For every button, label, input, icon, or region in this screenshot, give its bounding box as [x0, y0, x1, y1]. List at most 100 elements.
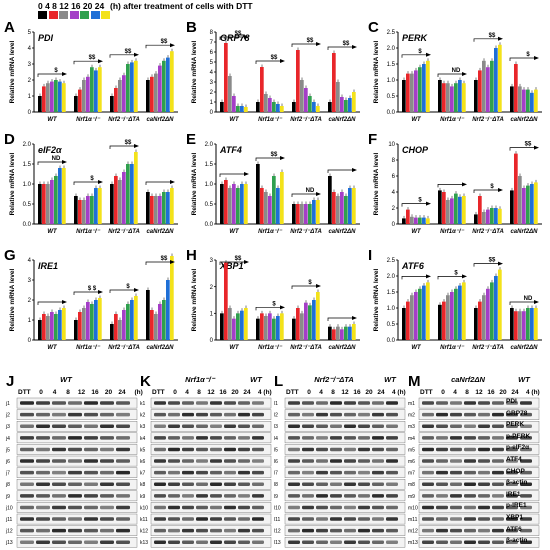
bar-canrf2n-2	[154, 314, 158, 340]
blot-band	[344, 459, 356, 463]
bar-nrf2ta-3	[486, 288, 490, 340]
bar-nrf2ta-0	[474, 308, 478, 340]
row-label: j6	[5, 459, 10, 465]
y-tick-label: 1	[28, 94, 32, 100]
bar-nrf2ta-3	[304, 88, 308, 112]
control-title: WT	[384, 375, 397, 384]
bar-wt-2	[46, 83, 50, 112]
blot-band	[464, 494, 476, 498]
lane-label: 0	[173, 389, 177, 396]
y-tick-label: 1	[210, 312, 214, 318]
bar-nrf1-1	[442, 301, 446, 340]
significance-label: $	[526, 52, 530, 58]
protein-label: ATF4	[506, 456, 522, 463]
category-label: Nrf1α⁻/⁻	[76, 229, 101, 235]
blot-band	[52, 494, 66, 498]
chart-svg-i: I ATF6 Relative mRNA level 0.0 0.5 1.0 1.5 2.0 2…	[368, 247, 542, 351]
lane-label: 4	[453, 389, 457, 396]
row-label: m13	[408, 540, 418, 546]
category-label: Nrf1α⁻/⁻	[440, 117, 465, 123]
y-tick-label: 4	[392, 190, 396, 196]
blot-band	[84, 505, 98, 510]
arrow-head	[280, 59, 285, 63]
blot-band	[116, 528, 130, 533]
bar-nrf1-2	[446, 295, 450, 340]
bar-nrf2ta-6	[498, 269, 502, 340]
blot-band	[450, 436, 462, 440]
blot-band	[330, 401, 342, 405]
blot-band	[386, 540, 398, 544]
blot-band	[506, 505, 518, 510]
blot-band	[84, 459, 98, 463]
blot-band	[154, 436, 166, 440]
legend-swatch-24	[101, 11, 110, 19]
blot-band	[238, 470, 250, 475]
row-label: k1	[140, 401, 146, 407]
row-label: m11	[408, 517, 418, 523]
blot-band	[116, 436, 130, 440]
blot-band	[302, 447, 314, 452]
row-label: k10	[140, 505, 148, 511]
blot-band	[372, 540, 384, 544]
y-tick-label: 1.0	[387, 306, 396, 312]
blot-band	[302, 505, 314, 510]
bar-nrf1-4	[272, 176, 276, 224]
blot-band	[36, 505, 50, 510]
panel-letter: C	[368, 19, 379, 36]
row-label: m12	[408, 529, 418, 535]
blot-band	[450, 424, 462, 428]
blot-band	[492, 412, 504, 417]
blot-band	[100, 447, 114, 452]
y-tick-label: 8	[392, 158, 396, 164]
lane-label: 4	[53, 389, 57, 396]
blot-band	[224, 517, 236, 521]
bar-nrf1-6	[98, 188, 102, 224]
blot-band	[506, 436, 518, 440]
y-axis-label: Relative mRNA level	[9, 40, 16, 103]
time-unit: (h)	[135, 389, 143, 396]
bar-nrf1-3	[450, 198, 454, 224]
lane-label: 12	[207, 389, 215, 396]
blot-band	[68, 494, 82, 498]
significance-bracket	[37, 73, 64, 77]
blot-band	[224, 505, 236, 510]
blot-band	[330, 447, 342, 452]
bar-nrf1-2	[446, 83, 450, 112]
blot-band	[506, 470, 518, 475]
blot-band	[450, 540, 462, 544]
blot-band	[316, 482, 328, 486]
bar-canrf2n-1	[514, 311, 518, 340]
blot-band	[252, 470, 264, 475]
bar-wt-4	[418, 217, 422, 224]
arrow-head	[352, 168, 357, 172]
category-label: Nrf1α⁻/⁻	[76, 345, 101, 351]
blot-band	[372, 436, 384, 440]
blot-band	[464, 470, 476, 475]
bar-nrf2ta-1	[478, 301, 482, 340]
blot-band	[372, 459, 384, 463]
blot-band	[478, 436, 490, 440]
lane-label: 8	[331, 389, 335, 396]
y-axis-label: Relative mRNA level	[9, 268, 16, 331]
arrow-head	[498, 188, 503, 192]
blot-band	[68, 482, 82, 486]
blot-band	[20, 412, 34, 417]
significance-bracket	[37, 301, 64, 305]
significance-bracket	[509, 301, 536, 305]
blot-band	[196, 459, 208, 463]
blot-band	[196, 424, 208, 428]
blot-band	[252, 424, 264, 428]
blot-band	[154, 447, 166, 452]
bar-canrf2n-5	[530, 308, 534, 340]
bar-nrf1-5	[458, 285, 462, 340]
panel-letter: G	[4, 247, 16, 264]
bar-wt-1	[42, 184, 46, 224]
blot-band	[252, 412, 264, 417]
bar-nrf2ta-4	[490, 282, 494, 340]
bar-wt-2	[228, 188, 232, 224]
bar-wt-5	[240, 184, 244, 224]
blot-band	[330, 424, 342, 428]
bar-canrf2n-5	[348, 326, 352, 340]
bar-nrf2ta-4	[490, 60, 494, 112]
lane-label: 12	[341, 389, 349, 396]
